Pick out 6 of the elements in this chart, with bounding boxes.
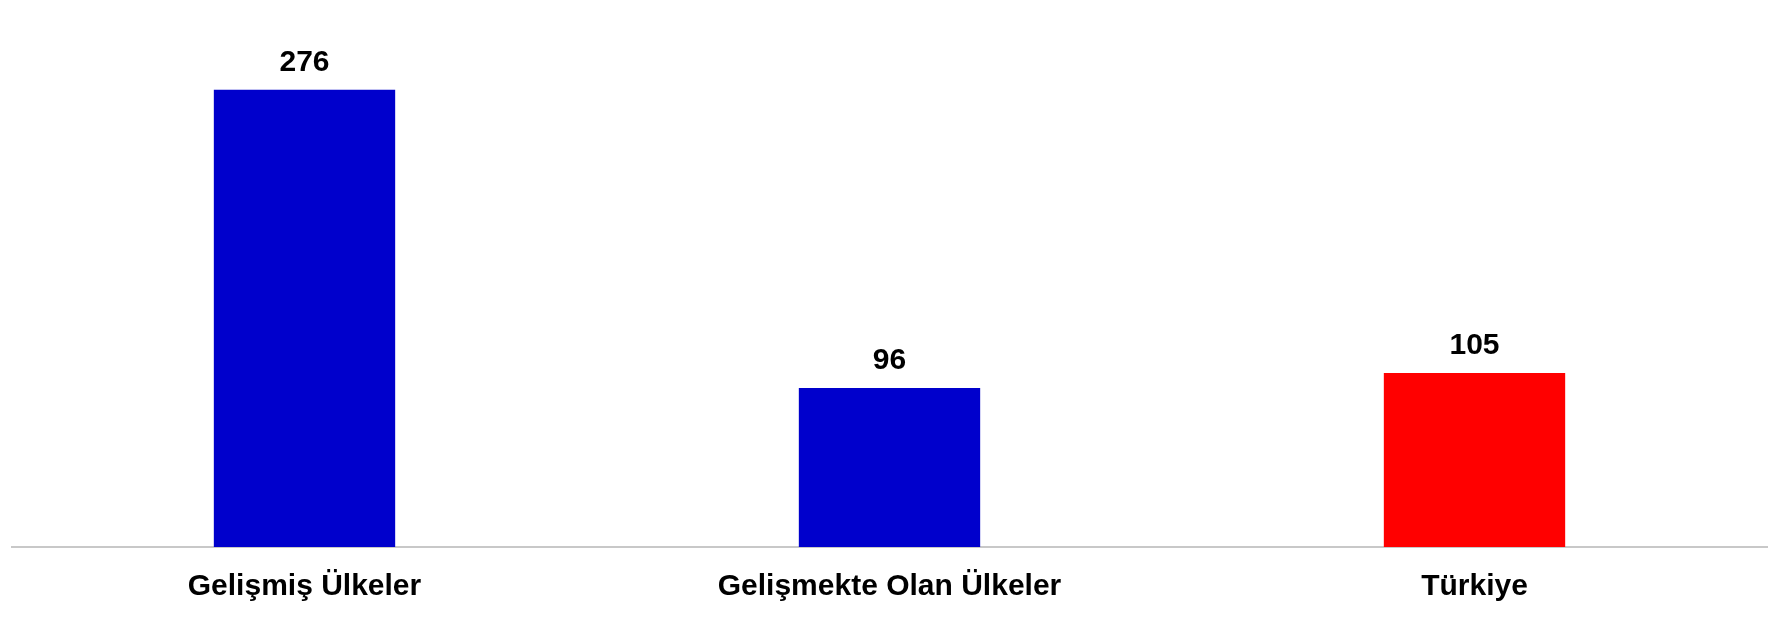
data-label: 96 (872, 342, 907, 376)
x-tick-label: Gelişmiş Ülkeler (187, 568, 422, 602)
data-label: 105 (1449, 327, 1500, 361)
x-tick-label: Türkiye (1421, 568, 1528, 602)
data-label: 276 (279, 44, 330, 78)
x-tick-label: Gelişmekte Olan Ülkeler (717, 568, 1062, 602)
